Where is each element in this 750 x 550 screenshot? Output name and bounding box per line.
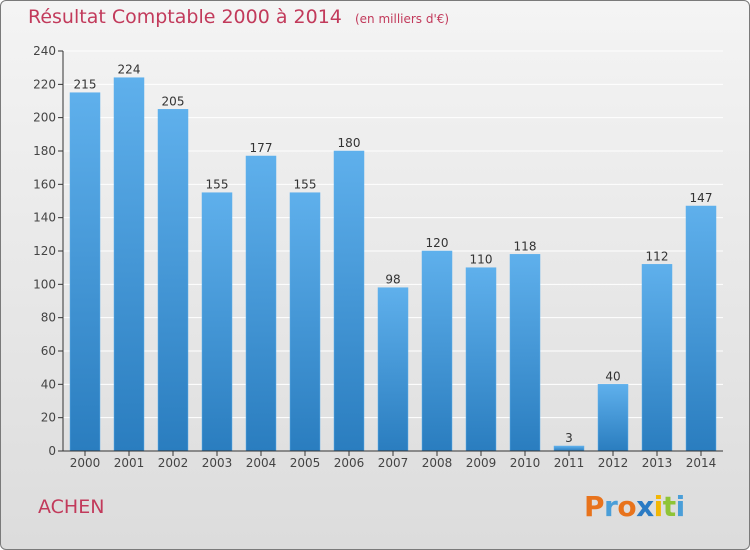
data-label-2011: 3 — [565, 431, 573, 445]
data-label-2005: 155 — [294, 178, 317, 192]
bar-2002 — [157, 109, 189, 452]
data-label-2001: 224 — [118, 63, 141, 77]
bar-2010 — [509, 254, 541, 452]
bar-2013 — [641, 264, 673, 452]
bar-2014 — [685, 205, 717, 452]
data-label-2006: 180 — [338, 136, 361, 150]
logo-letter: o — [617, 490, 637, 523]
bar-2001 — [113, 77, 145, 452]
logo-letter: t — [662, 490, 676, 523]
logo-letter: P — [584, 490, 605, 523]
x-tick-label-2004: 2004 — [246, 456, 277, 470]
y-tick-label: 160 — [33, 177, 56, 191]
bar-2006 — [333, 150, 365, 452]
x-tick-label-2011: 2011 — [554, 456, 585, 470]
bar-2003 — [201, 192, 233, 452]
x-tick-label-2005: 2005 — [290, 456, 321, 470]
y-tick-label: 140 — [33, 211, 56, 225]
data-label-2002: 205 — [162, 94, 185, 108]
y-tick-label: 200 — [33, 111, 56, 125]
y-tick-label: 240 — [33, 44, 56, 58]
data-label-2000: 215 — [74, 78, 97, 92]
proxiti-logo: Proxiti — [584, 490, 685, 523]
axis-layer: 0 20 40 60 80 100 120 140 160 180 200 220 240 2000 200… — [33, 44, 723, 470]
data-label-2009: 110 — [470, 253, 493, 267]
x-tick-label-2013: 2013 — [642, 456, 673, 470]
data-label-2014: 147 — [690, 191, 713, 205]
x-tick-label-2000: 2000 — [70, 456, 101, 470]
y-tick-label: 100 — [33, 277, 56, 291]
title-text: Résultat Comptable 2000 à 2014 — [28, 6, 342, 28]
x-tick-label-2007: 2007 — [378, 456, 409, 470]
x-tick-label-2008: 2008 — [422, 456, 453, 470]
logo-letter: r — [604, 490, 618, 523]
data-label-2003: 155 — [206, 178, 229, 192]
y-tick-label: 180 — [33, 144, 56, 158]
data-label-2004: 177 — [250, 141, 273, 155]
bar-2004 — [245, 155, 277, 452]
y-tick-label: 20 — [41, 411, 56, 425]
bar-2008 — [421, 250, 453, 452]
chart-title: Résultat Comptable 2000 à 2014 (en milli… — [28, 6, 449, 28]
bar-2000 — [69, 92, 101, 452]
x-tick-label-2003: 2003 — [202, 456, 233, 470]
logo-letter: i — [653, 490, 664, 523]
x-tick-label-2009: 2009 — [466, 456, 497, 470]
x-tick-label-2014: 2014 — [686, 456, 717, 470]
unit-note: (en milliers d'€) — [354, 12, 450, 26]
bar-layer: 215 224 205 155 177 155 180 98 120 110 118 3 40 112 14… — [69, 63, 717, 452]
y-tick-label: 220 — [33, 77, 56, 91]
bar-2011 — [553, 445, 585, 452]
data-label-2008: 120 — [426, 236, 449, 250]
commune-name: ACHEN — [38, 496, 105, 518]
logo-letter: i — [675, 490, 686, 523]
x-tick-label-2006: 2006 — [334, 456, 365, 470]
data-label-2013: 112 — [646, 249, 669, 263]
y-tick-label: 80 — [41, 311, 56, 325]
x-tick-label-2001: 2001 — [114, 456, 145, 470]
y-tick-label: 0 — [48, 444, 56, 458]
data-label-2007: 98 — [385, 273, 400, 287]
y-tick-label: 60 — [41, 344, 56, 358]
y-tick-label: 120 — [33, 244, 56, 258]
bar-2007 — [377, 287, 409, 452]
x-tick-label-2012: 2012 — [598, 456, 629, 470]
bar-2005 — [289, 192, 321, 452]
bar-2012 — [597, 384, 629, 452]
bar-2009 — [465, 267, 497, 452]
x-tick-label-2002: 2002 — [158, 456, 189, 470]
data-label-2010: 118 — [514, 239, 537, 253]
logo-letter: x — [636, 490, 654, 523]
y-tick-label: 40 — [41, 377, 56, 391]
x-tick-label-2010: 2010 — [510, 456, 541, 470]
data-label-2012: 40 — [605, 369, 620, 383]
